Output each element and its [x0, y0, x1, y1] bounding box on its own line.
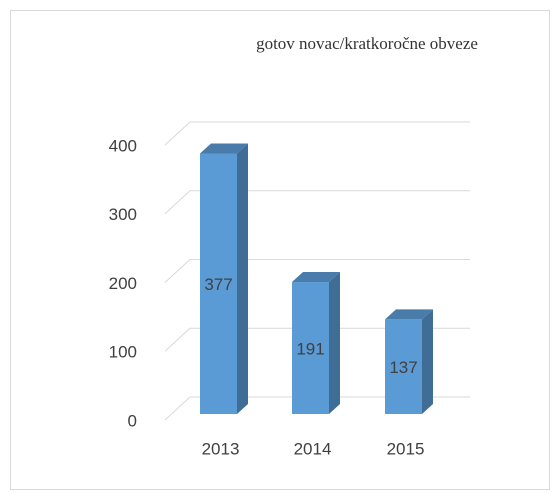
data-label: 137	[389, 358, 417, 377]
data-label: 191	[296, 339, 324, 358]
y-tick-label: 400	[109, 136, 137, 155]
bar-top	[200, 143, 248, 154]
bar-top	[385, 309, 433, 320]
x-tick-label: 2015	[387, 439, 425, 458]
bar-side	[329, 272, 340, 414]
y-tick-label: 100	[109, 343, 137, 362]
y-tick-label: 0	[128, 411, 137, 430]
bar-side	[422, 309, 433, 414]
chart-title: gotov novac/kratkoročne obveze	[256, 34, 478, 53]
grid-line	[164, 396, 470, 421]
y-tick-label: 200	[109, 274, 137, 293]
bar	[385, 309, 433, 414]
data-label: 377	[204, 275, 232, 294]
bar	[292, 272, 340, 414]
bar-front	[292, 282, 329, 414]
bar-side	[237, 143, 248, 415]
y-tick-label: 300	[109, 205, 137, 224]
bar-front	[200, 153, 237, 415]
grid-line	[164, 121, 470, 146]
grid-line	[164, 327, 470, 352]
x-tick-label: 2014	[294, 439, 332, 458]
x-tick-label: 2013	[202, 439, 240, 458]
bar-top	[292, 272, 340, 283]
bar	[200, 143, 248, 415]
bar-front	[385, 319, 422, 414]
chart-frame	[10, 10, 550, 490]
grid-line	[164, 190, 470, 215]
grid-line	[164, 259, 470, 283]
